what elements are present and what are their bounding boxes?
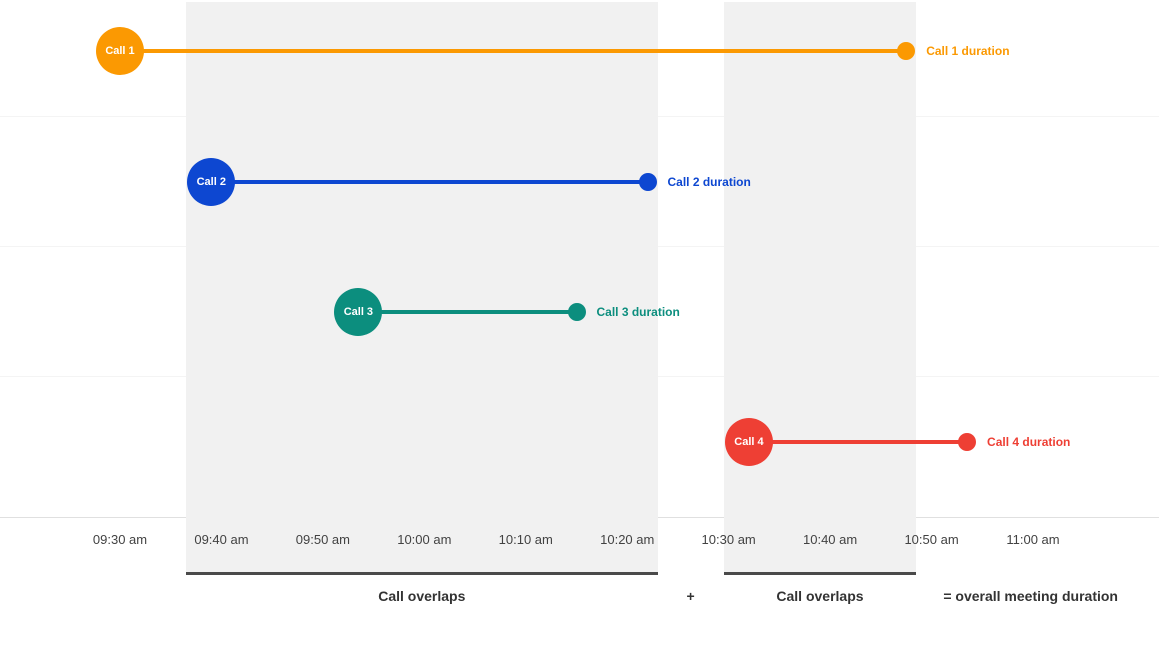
overall-meeting-duration-annotation: = overall meeting duration xyxy=(943,588,1118,604)
call-duration-line xyxy=(120,49,907,53)
call-overlap-band xyxy=(185,2,658,575)
call-end-bullet[interactable] xyxy=(897,42,916,60)
x-axis-tick-label: 10:00 am xyxy=(397,532,452,547)
call-duration-line xyxy=(211,180,648,184)
x-axis-tick-label: 09:40 am xyxy=(194,532,249,547)
call-start-bullet[interactable]: Call 2 xyxy=(187,158,236,206)
plus-annotation: + xyxy=(686,588,695,604)
call-duration-line xyxy=(748,440,968,444)
overlap-band-underline xyxy=(185,572,658,575)
call-end-bullet[interactable] xyxy=(958,433,977,451)
overlap-band-underline xyxy=(723,572,917,575)
call-end-bullet[interactable] xyxy=(567,303,586,321)
call-start-bullet[interactable]: Call 4 xyxy=(724,418,773,466)
x-axis-tick-label: 10:50 am xyxy=(904,532,959,547)
call-start-bullet[interactable]: Call 3 xyxy=(334,288,383,336)
x-axis-tick-label: 10:30 am xyxy=(701,532,756,547)
x-axis-tick-label: 10:20 am xyxy=(600,532,655,547)
call-duration-label: Call 2 duration xyxy=(667,175,751,189)
call-duration-label: Call 1 duration xyxy=(926,44,1010,58)
call-start-bullet[interactable]: Call 1 xyxy=(96,27,144,75)
call-duration-line xyxy=(358,310,577,314)
x-axis-tick-label: 09:30 am xyxy=(92,532,148,547)
call-duration-label: Call 4 duration xyxy=(987,435,1071,449)
call-end-bullet[interactable] xyxy=(638,173,657,191)
call-duration-label: Call 3 duration xyxy=(596,305,680,319)
x-axis-tick-label: 10:40 am xyxy=(803,532,858,547)
call-overlaps-label: Call overlaps xyxy=(378,588,466,604)
x-axis-tick-label: 10:10 am xyxy=(498,532,553,547)
call-overlaps-label: Call overlaps xyxy=(776,588,864,604)
x-axis-tick-label: 09:50 am xyxy=(295,532,350,547)
x-axis-tick-label: 11:00 am xyxy=(1006,532,1060,547)
call-overlap-band xyxy=(723,2,917,575)
